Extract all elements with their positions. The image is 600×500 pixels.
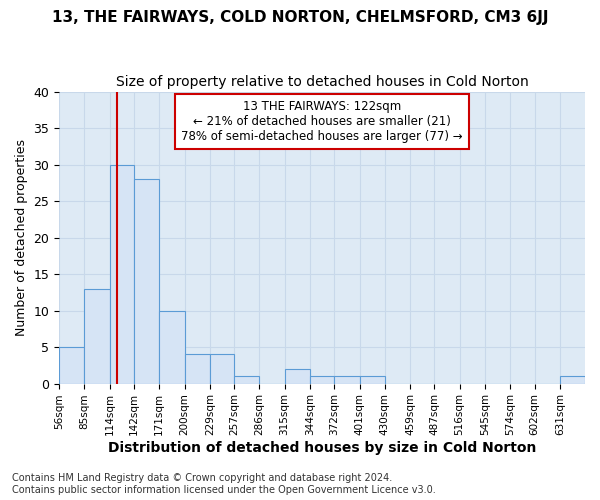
Bar (284, 369, 310, 384)
Bar (334, 376, 359, 384)
Bar (234, 376, 259, 384)
Bar (359, 376, 385, 384)
Text: Contains HM Land Registry data © Crown copyright and database right 2024.
Contai: Contains HM Land Registry data © Crown c… (12, 474, 436, 495)
Bar (134, 179, 159, 384)
Y-axis label: Number of detached properties: Number of detached properties (15, 139, 28, 336)
Text: 13 THE FAIRWAYS: 122sqm
← 21% of detached houses are smaller (21)
78% of semi-de: 13 THE FAIRWAYS: 122sqm ← 21% of detache… (181, 100, 463, 144)
Title: Size of property relative to detached houses in Cold Norton: Size of property relative to detached ho… (116, 75, 529, 89)
Bar (210, 354, 234, 384)
X-axis label: Distribution of detached houses by size in Cold Norton: Distribution of detached houses by size … (108, 441, 536, 455)
Bar (85, 288, 110, 384)
Bar (560, 376, 585, 384)
Bar (110, 164, 134, 384)
Text: 13, THE FAIRWAYS, COLD NORTON, CHELMSFORD, CM3 6JJ: 13, THE FAIRWAYS, COLD NORTON, CHELMSFOR… (52, 10, 548, 25)
Bar (159, 310, 185, 384)
Bar (59, 347, 85, 384)
Bar (185, 354, 210, 384)
Bar (310, 376, 334, 384)
